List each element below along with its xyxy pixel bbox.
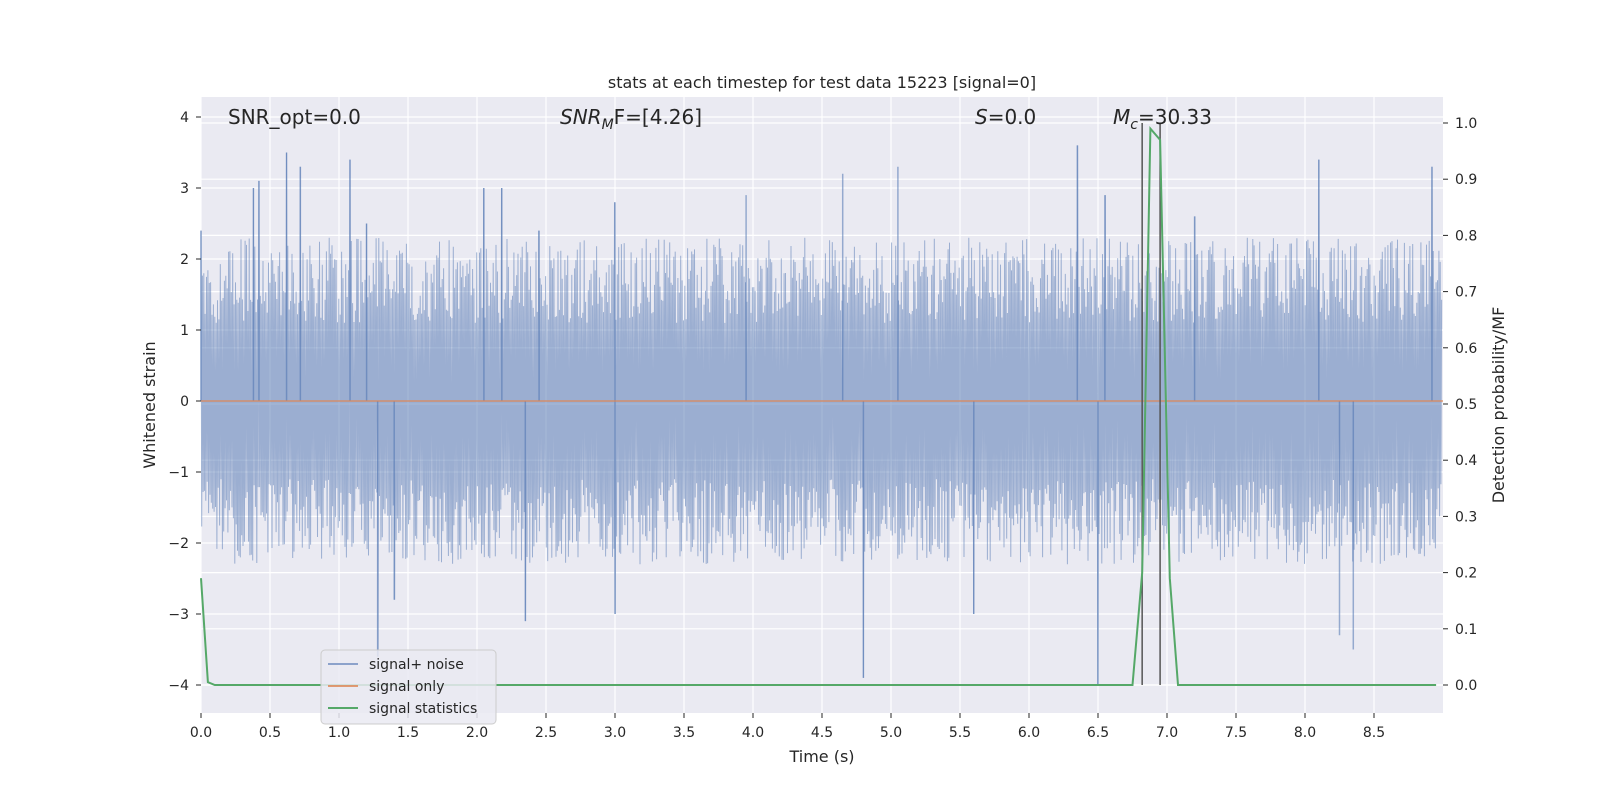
- y-right-tick-label: 0.3: [1455, 509, 1477, 525]
- y-right-tick-label: 0.7: [1455, 285, 1477, 301]
- x-tick-label: 3.0: [604, 725, 626, 741]
- mc-sub: c: [1130, 117, 1138, 133]
- y-left-tick-label: 0: [180, 394, 189, 410]
- y-left-tick-label: 3: [180, 181, 189, 197]
- y-right-tick-label: 0.1: [1455, 622, 1477, 638]
- signal-noise-series: [200, 145, 1443, 686]
- x-tick-label: 5.0: [880, 725, 902, 741]
- y-right-tick-label: 1.0: [1455, 116, 1477, 132]
- x-tick-label: 4.5: [811, 725, 833, 741]
- x-tick-label: 7.0: [1156, 725, 1178, 741]
- annotation-snr-mf: SNRMF=[4.26]: [560, 105, 702, 133]
- y-right-tick-label: 0.4: [1455, 453, 1477, 469]
- y-left-tick-label: 2: [180, 252, 189, 268]
- signal-noise-trace: [200, 145, 1443, 686]
- x-tick-label: 2.5: [535, 725, 557, 741]
- x-tick-label: 0.5: [259, 725, 281, 741]
- y-right-tick-label: 0.2: [1455, 566, 1477, 582]
- legend: signal+ noise signal only signal statist…: [320, 649, 497, 725]
- mc-rest: =30.33: [1138, 105, 1212, 129]
- y-right-tick-label: 0.8: [1455, 228, 1477, 244]
- y-left-tick-label: −2: [168, 536, 189, 552]
- x-tick-label: 6.5: [1087, 725, 1109, 741]
- x-tick-label: 8.5: [1363, 725, 1385, 741]
- y-right-tick-label: 0.0: [1455, 678, 1477, 694]
- x-tick-label: 8.0: [1294, 725, 1316, 741]
- x-ticks: 0.0 0.5 1.0 1.5 2.0 2.5 3.0 3.5 4.0 4.5 5.0 5.5 6.0 6…: [190, 713, 1385, 741]
- y-right-tick-label: 0.6: [1455, 341, 1477, 357]
- x-tick-label: 2.0: [466, 725, 488, 741]
- x-tick-label: 3.5: [673, 725, 695, 741]
- x-tick-label: 4.0: [742, 725, 764, 741]
- signal-statistics-line: [200, 125, 1437, 686]
- chart-title: stats at each timestep for test data 152…: [608, 73, 1036, 92]
- annotation-snr-opt: SNR_opt=0.0: [228, 105, 361, 129]
- y-left-tick-label: 1: [180, 323, 189, 339]
- x-axis-label: Time (s): [788, 747, 854, 766]
- x-tick-label: 1.0: [328, 725, 350, 741]
- s-main: S: [975, 105, 988, 129]
- y-right-tick-label: 0.5: [1455, 397, 1477, 413]
- y-axis-label-right: Detection probability/MF: [1489, 307, 1508, 504]
- x-tick-label: 1.5: [397, 725, 419, 741]
- x-tick-label: 5.5: [949, 725, 971, 741]
- annotation-mc: Mc=30.33: [1113, 105, 1212, 133]
- snr-mf-main: SNR: [560, 105, 602, 129]
- y-ticks-left: 4 3 2 1 0 −1 −2 −3 −4: [168, 110, 201, 694]
- y-ticks-right: 1.0 0.9 0.8 0.7 0.6 0.5 0.4 0.3 0.2 0.1 0.0: [1443, 116, 1477, 694]
- mc-main: M: [1113, 105, 1130, 129]
- y-left-tick-label: −3: [168, 607, 189, 623]
- y-left-tick-label: 4: [180, 110, 189, 126]
- annotation-s: S=0.0: [975, 105, 1036, 129]
- y-left-tick-label: −4: [168, 678, 189, 694]
- x-tick-label: 0.0: [190, 725, 212, 741]
- legend-label-signal-statistics: signal statistics: [369, 701, 477, 717]
- y-axis-label-left: Whitened strain: [140, 341, 159, 468]
- s-rest: =0.0: [988, 105, 1037, 129]
- y-right-tick-label: 0.9: [1455, 172, 1477, 188]
- snr-mf-sub: M: [602, 117, 614, 133]
- legend-label-signal-only: signal only: [369, 679, 444, 695]
- x-tick-label: 7.5: [1225, 725, 1247, 741]
- vertical-markers: [1141, 123, 1161, 685]
- legend-box: [320, 649, 497, 725]
- y-left-tick-label: −1: [168, 465, 189, 481]
- snr-mf-rest: F=[4.26]: [614, 105, 702, 129]
- legend-label-signal-noise: signal+ noise: [369, 657, 464, 673]
- x-tick-label: 6.0: [1018, 725, 1040, 741]
